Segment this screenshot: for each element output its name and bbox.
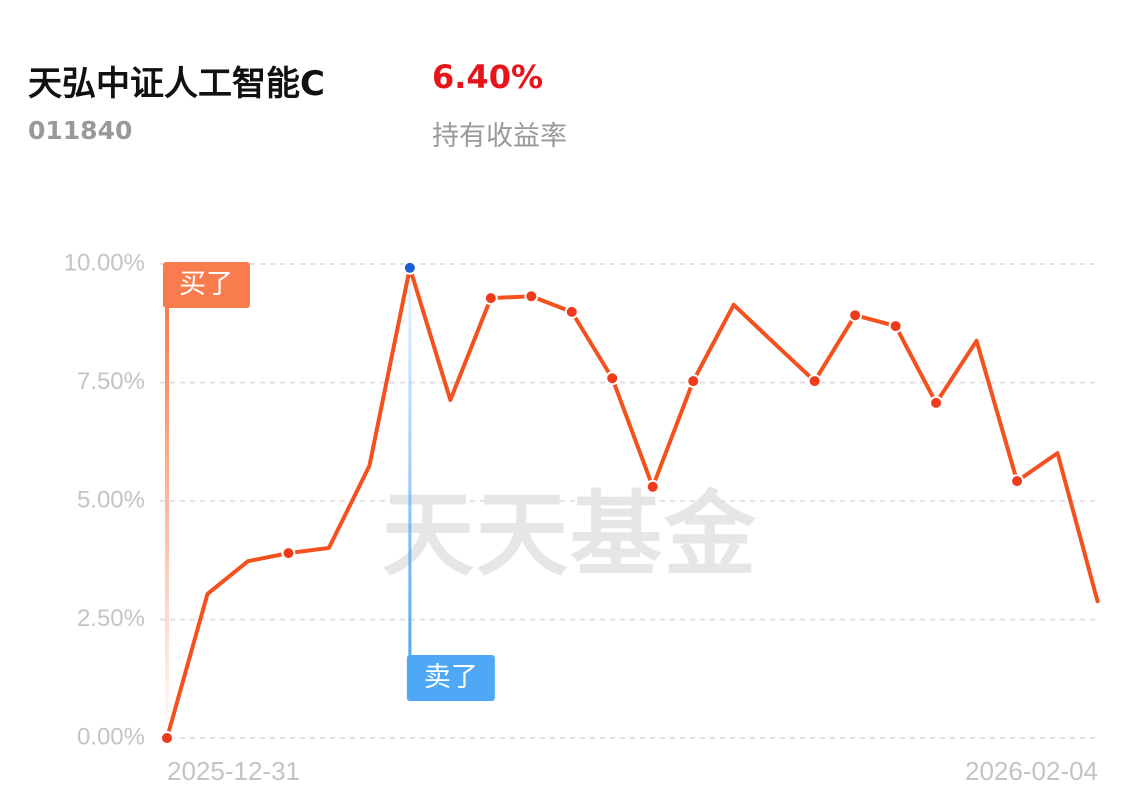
point-marker	[564, 304, 579, 319]
series-line	[165, 265, 1100, 739]
point-marker	[483, 291, 498, 306]
annotation-stem	[408, 270, 412, 657]
point-marker	[645, 479, 660, 494]
y-tick-label: 0.00%	[77, 723, 145, 750]
annotation-box	[163, 262, 250, 308]
y-tick-label: 10.00%	[64, 249, 145, 276]
annotation-stem	[165, 306, 169, 738]
point-marker	[807, 374, 822, 389]
point-marker	[686, 374, 701, 389]
x-tick-label: 2025-12-31	[167, 756, 300, 786]
watermark: 天天基金	[382, 484, 758, 586]
point-marker	[281, 546, 296, 561]
y-tick-label: 5.00%	[77, 486, 145, 513]
annotation-label: 卖了	[424, 662, 478, 692]
point-marker	[1010, 474, 1025, 489]
point-marker	[929, 395, 944, 410]
point-marker	[848, 308, 863, 323]
y-tick-label: 2.50%	[77, 605, 145, 632]
point-marker	[402, 260, 417, 275]
fund-name: 天弘中证人工智能C	[28, 64, 325, 104]
return-label: 持有收益率	[432, 121, 567, 152]
return-value: 6.40%	[432, 58, 544, 96]
fund-code: 011840	[28, 116, 133, 145]
point-marker	[524, 289, 539, 304]
point-marker	[888, 319, 903, 334]
point-marker	[160, 731, 174, 745]
x-tick-label: 2026-02-04	[965, 756, 1098, 786]
annotation-label: 买了	[179, 269, 233, 299]
annotation-box	[406, 655, 495, 701]
point-marker	[605, 371, 620, 386]
y-tick-label: 7.50%	[77, 368, 145, 395]
